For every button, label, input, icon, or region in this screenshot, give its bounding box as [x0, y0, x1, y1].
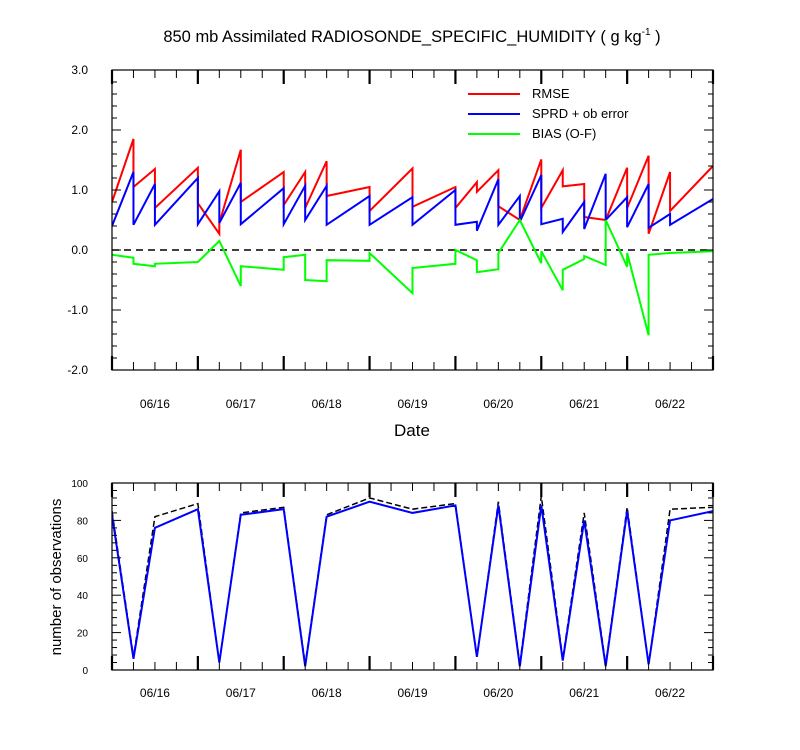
bottom-x-tick-label: 06/20: [483, 686, 513, 700]
top-x-tick-label: 06/21: [569, 397, 599, 411]
legend: RMSE SPRD + ob error BIAS (O-F): [468, 86, 629, 141]
legend-label-1: SPRD + ob error: [532, 106, 629, 121]
bottom-y-tick-label: 20: [77, 629, 89, 640]
bottom-chart-ylabel: number of observations: [48, 499, 65, 656]
bottom-x-tick-label: 06/22: [655, 686, 685, 700]
bottom-y-tick-label: 80: [77, 516, 89, 527]
legend-label-0: RMSE: [532, 86, 570, 101]
series-line-bias-o-f: [112, 217, 713, 336]
top-chart-xlabel: Date: [394, 421, 430, 440]
series-line-sprd-ob-error: [112, 171, 713, 236]
top-y-tick-label: -2.0: [67, 363, 88, 377]
bottom-x-tick-label: 06/21: [569, 686, 599, 700]
top-x-tick-label: 06/19: [397, 397, 427, 411]
top-x-tick-label: 06/17: [226, 397, 256, 411]
top-y-tick-label: -1.0: [67, 303, 88, 317]
top-y-tick-label: 2.0: [71, 123, 88, 137]
bottom-y-tick-label: 0: [82, 666, 88, 677]
series-line-assimilated-observations: [112, 500, 713, 667]
top-chart-title: 850 mb Assimilated RADIOSONDE_SPECIFIC_H…: [163, 27, 660, 46]
bottom-plot-frame: [111, 482, 714, 671]
top-y-tick-label: 1.0: [71, 183, 88, 197]
top-y-tick-label: 0.0: [71, 243, 88, 257]
top-x-tick-label: 06/22: [655, 397, 685, 411]
top-chart: 850 mb Assimilated RADIOSONDE_SPECIFIC_H…: [67, 27, 715, 440]
top-x-tick-label: 06/16: [140, 397, 170, 411]
top-x-tick-label: 06/20: [483, 397, 513, 411]
bottom-y-tick-label: 40: [77, 591, 89, 602]
bottom-x-tick-label: 06/19: [397, 686, 427, 700]
bottom-x-tick-label: 06/18: [312, 686, 342, 700]
bottom-x-tick-label: 06/16: [140, 686, 170, 700]
top-y-tick-label: 3.0: [71, 63, 88, 77]
bottom-y-tick-label: 60: [77, 554, 89, 565]
bottom-chart: 06/16 06/17 06/18 06/19 06/20 06/21 06/22 0 20 40…: [48, 479, 715, 700]
legend-label-2: BIAS (O-F): [532, 126, 596, 141]
series-line-possible-observations: [112, 495, 713, 665]
bottom-y-tick-label: 100: [71, 479, 88, 490]
series-line-rmse: [112, 138, 713, 237]
top-x-tick-label: 06/18: [312, 397, 342, 411]
bottom-x-tick-label: 06/17: [226, 686, 256, 700]
